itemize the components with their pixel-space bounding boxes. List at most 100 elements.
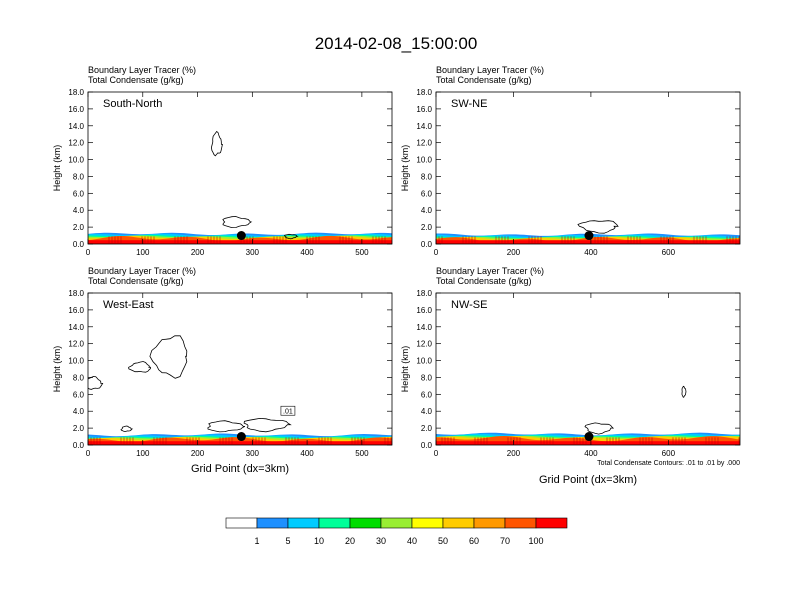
- y-tick-label: 14.0: [68, 122, 84, 131]
- colorbar-label: 10: [314, 536, 324, 546]
- condensate-contour: [584, 422, 615, 435]
- contour-note: Total Condensate Contours: .01 to .01 by…: [597, 460, 740, 467]
- panel-frame: [87, 292, 393, 446]
- panel-nw-se: Boundary Layer Tracer (%)Total Condensat…: [400, 266, 741, 486]
- main-title: 2014-02-08_15:00:00: [315, 34, 478, 53]
- tracer-field: [88, 130, 392, 244]
- panels: Boundary Layer Tracer (%)Total Condensat…: [52, 65, 741, 486]
- colorbar-label: 1: [254, 536, 259, 546]
- panel-sw-ne: Boundary Layer Tracer (%)Total Condensat…: [400, 65, 741, 257]
- panel-label: SW-NE: [451, 98, 487, 110]
- y-tick-label: 6.0: [421, 390, 433, 399]
- y-tick-label: 0.0: [421, 240, 433, 249]
- y-tick-label: 8.0: [421, 172, 433, 181]
- location-marker: [236, 432, 246, 442]
- x-tick-label: 400: [300, 449, 314, 458]
- tracer-field: [88, 335, 392, 445]
- y-tick-label: 18.0: [68, 289, 84, 298]
- condensate-title: Total Condensate (g/kg): [436, 276, 532, 286]
- condensate-contour: [88, 375, 104, 390]
- colorbar-swatch: [504, 517, 537, 529]
- colorbar-swatch: [411, 517, 444, 529]
- panel-frame: [435, 292, 741, 446]
- y-tick-label: 2.0: [73, 424, 85, 433]
- colorbar-label: 60: [469, 536, 479, 546]
- y-tick-label: 10.0: [416, 156, 432, 165]
- y-tick-label: 12.0: [416, 340, 432, 349]
- y-tick-label: 18.0: [416, 289, 432, 298]
- y-tick-label: 12.0: [416, 139, 432, 148]
- colorbar-swatch: [225, 517, 258, 529]
- x-tick-label: 500: [355, 449, 369, 458]
- condensate-contour: [128, 361, 151, 373]
- y-tick-label: 0.0: [73, 441, 85, 450]
- condensate-contour: [207, 420, 246, 433]
- y-tick-label: 4.0: [73, 407, 85, 416]
- colorbar: 1 5 10 20 30 40 50 60 70 100: [225, 517, 568, 546]
- y-tick-label: 0.0: [73, 240, 85, 249]
- y-tick-label: 10.0: [416, 357, 432, 366]
- condensate-contour: [222, 216, 253, 229]
- colorbar-label: 5: [285, 536, 290, 546]
- colorbar-swatch: [535, 517, 568, 529]
- contour-label: .01: [283, 409, 293, 416]
- y-tick-label: 6.0: [73, 189, 85, 198]
- y-axis-label: Height (km): [52, 145, 62, 192]
- x-tick-label: 400: [584, 449, 598, 458]
- panel-south-north: Boundary Layer Tracer (%)Total Condensat…: [52, 65, 393, 257]
- colorbar-swatch: [318, 517, 351, 529]
- x-tick-label: 100: [136, 248, 150, 257]
- condensate-title: Total Condensate (g/kg): [88, 276, 184, 286]
- location-marker: [584, 231, 594, 241]
- x-tick-label: 600: [662, 248, 676, 257]
- colorbar-label: 30: [376, 536, 386, 546]
- y-tick-label: 14.0: [68, 323, 84, 332]
- x-tick-label: 300: [246, 449, 260, 458]
- y-tick-label: 4.0: [421, 206, 433, 215]
- colorbar-swatch: [256, 517, 289, 529]
- tracer-title: Boundary Layer Tracer (%): [436, 65, 544, 75]
- y-tick-label: 10.0: [68, 357, 84, 366]
- y-tick-label: 8.0: [73, 373, 85, 382]
- contour-label-box: [280, 405, 296, 416]
- y-tick-label: 16.0: [68, 306, 84, 315]
- y-tick-label: 14.0: [416, 323, 432, 332]
- condensate-title: Total Condensate (g/kg): [436, 75, 532, 85]
- y-tick-label: 12.0: [68, 139, 84, 148]
- y-axis-label: Height (km): [400, 145, 410, 192]
- condensate-contour: [283, 233, 299, 240]
- condensate-title: Total Condensate (g/kg): [88, 75, 184, 85]
- y-tick-label: 2.0: [421, 424, 433, 433]
- x-axis-label: Grid Point (dx=3km): [539, 474, 637, 486]
- x-axis-label: Grid Point (dx=3km): [191, 463, 289, 475]
- x-tick-label: 400: [584, 248, 598, 257]
- condensate-contour: [120, 425, 134, 433]
- x-tick-label: 300: [246, 248, 260, 257]
- condensate-contour: [210, 130, 223, 157]
- tracer-title: Boundary Layer Tracer (%): [88, 65, 196, 75]
- y-tick-label: 2.0: [73, 223, 85, 232]
- y-tick-label: 6.0: [73, 390, 85, 399]
- y-tick-label: 4.0: [421, 407, 433, 416]
- y-tick-label: 16.0: [416, 105, 432, 114]
- tracer-title: Boundary Layer Tracer (%): [436, 266, 544, 276]
- y-tick-label: 18.0: [416, 88, 432, 97]
- colorbar-swatch: [349, 517, 382, 529]
- y-tick-label: 6.0: [421, 189, 433, 198]
- x-tick-label: 0: [86, 449, 91, 458]
- y-axis-label: Height (km): [400, 346, 410, 393]
- x-tick-label: 200: [507, 248, 521, 257]
- x-tick-label: 600: [662, 449, 676, 458]
- y-tick-label: 18.0: [68, 88, 84, 97]
- x-tick-label: 200: [507, 449, 521, 458]
- y-tick-label: 12.0: [68, 340, 84, 349]
- x-tick-label: 100: [136, 449, 150, 458]
- tracer-band-max: [88, 240, 392, 244]
- y-tick-label: 10.0: [68, 156, 84, 165]
- x-tick-label: 200: [191, 248, 205, 257]
- y-tick-label: 2.0: [421, 223, 433, 232]
- location-marker: [584, 432, 594, 442]
- panel-west-east: Boundary Layer Tracer (%)Total Condensat…: [52, 266, 393, 475]
- condensate-contour: [681, 385, 687, 398]
